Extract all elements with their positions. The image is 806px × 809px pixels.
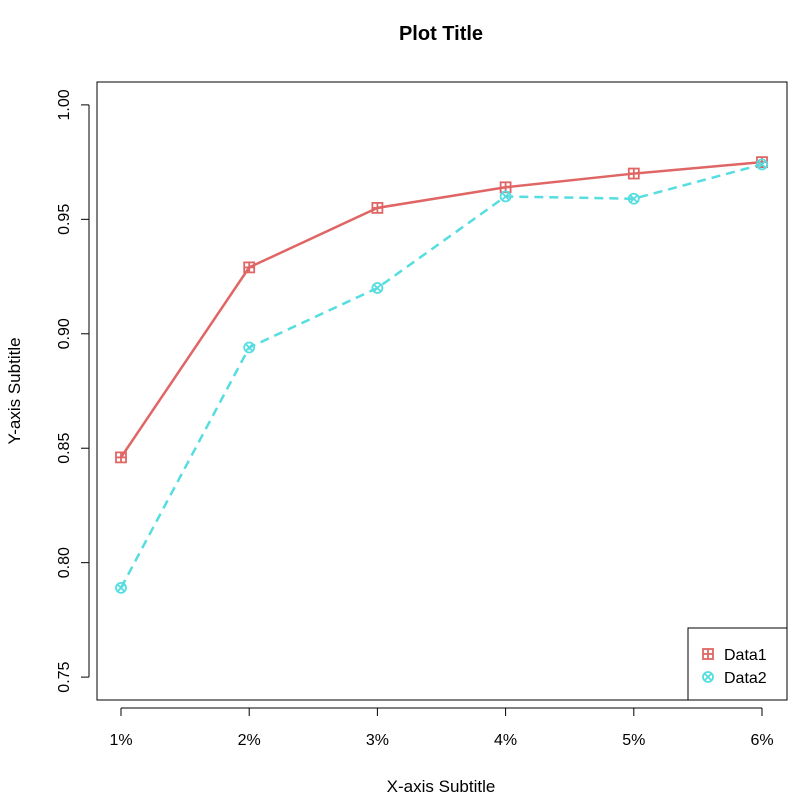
x-tick-label: 3% (366, 732, 389, 749)
y-tick-label: 0.80 (56, 547, 73, 578)
legend-label-data2: Data2 (724, 670, 767, 687)
y-tick-label: 0.85 (56, 433, 73, 464)
data-point-data2 (627, 192, 640, 205)
series-line-data2 (119, 163, 763, 589)
data-point-data1 (243, 261, 256, 274)
data-point-data2 (243, 341, 256, 354)
data-point-data1 (371, 201, 384, 214)
legend-marker-data2 (702, 671, 714, 683)
y-axis-label: Y-axis Subtitle (5, 337, 24, 444)
data-point-data2 (115, 581, 127, 594)
plot-frame (96, 81, 788, 701)
x-tick-label: 4% (494, 732, 517, 749)
data-point-data2 (371, 282, 384, 294)
x-tick-label: 1% (109, 732, 132, 749)
y-tick-label: 0.95 (56, 204, 73, 235)
series-line-data1 (119, 160, 763, 459)
legend: Data1 Data2 (687, 627, 788, 701)
y-tick-label: 1.00 (56, 89, 73, 120)
data-point-data2 (499, 190, 512, 203)
y-tick-label: 0.75 (56, 661, 73, 692)
series-layer (115, 156, 768, 594)
legend-marker-data1 (702, 648, 714, 660)
legend-box (687, 627, 788, 701)
x-axis-label: X-axis Subtitle (387, 777, 496, 796)
x-axis: 1% 2% 3% 4% 5% 6% (109, 707, 774, 749)
x-tick-label: 5% (622, 732, 645, 749)
y-axis: 0.75 0.80 0.85 0.90 0.95 1.00 (56, 89, 90, 693)
data-point-data2 (756, 158, 768, 171)
data-point-data1 (627, 167, 640, 180)
legend-label-data1: Data1 (724, 647, 767, 664)
x-tick-label: 2% (238, 732, 261, 749)
x-tick-label: 6% (750, 732, 773, 749)
chart-title: Plot Title (399, 23, 483, 45)
data-point-data1 (115, 451, 127, 464)
y-tick-label: 0.90 (56, 318, 73, 349)
